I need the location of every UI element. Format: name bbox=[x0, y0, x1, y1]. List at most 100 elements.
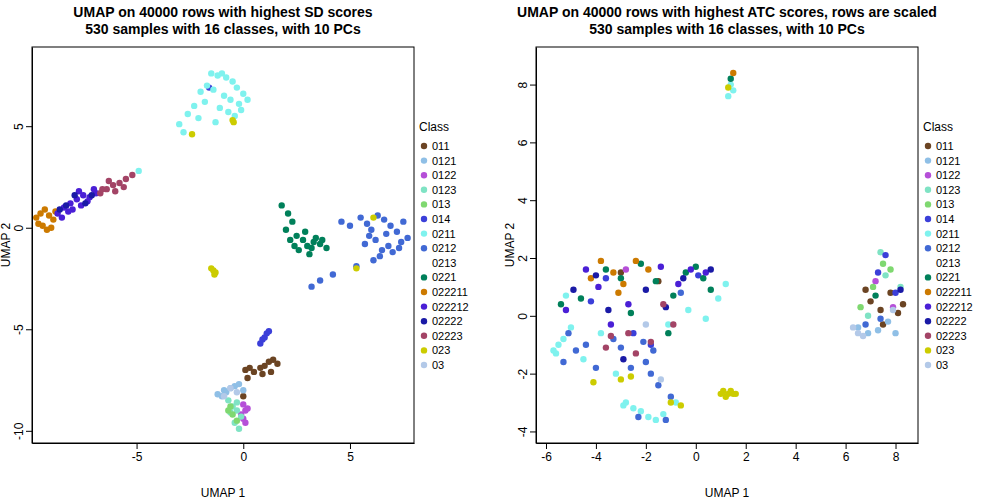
x-tick: -2 bbox=[641, 443, 652, 464]
chart-title: 530 samples with 16 classes, with 10 PCs bbox=[589, 21, 865, 37]
point bbox=[389, 249, 395, 255]
legend: Class01101210122012301301402110212021302… bbox=[419, 120, 469, 371]
point bbox=[289, 218, 295, 224]
y-tick: 4 bbox=[516, 197, 536, 204]
point bbox=[372, 237, 378, 243]
point bbox=[650, 347, 656, 353]
point bbox=[643, 321, 649, 327]
point bbox=[560, 359, 566, 365]
x-tick-label: 0 bbox=[693, 450, 700, 464]
y-tick: -2 bbox=[516, 368, 536, 379]
point bbox=[368, 227, 374, 233]
point bbox=[633, 350, 639, 356]
point bbox=[44, 227, 50, 233]
point bbox=[268, 369, 274, 375]
point bbox=[608, 321, 614, 327]
point bbox=[121, 184, 127, 190]
legend-label: 013 bbox=[936, 198, 954, 210]
plot-frame bbox=[536, 47, 918, 443]
legend-marker bbox=[925, 274, 931, 280]
x-tick-mark bbox=[646, 443, 647, 449]
legend-label: 02223 bbox=[936, 330, 967, 342]
legend-label: 02223 bbox=[432, 330, 463, 342]
legend-label: 014 bbox=[432, 213, 450, 225]
point bbox=[590, 379, 596, 385]
point bbox=[129, 172, 135, 178]
legend-marker bbox=[925, 260, 931, 266]
legend-marker bbox=[421, 143, 427, 149]
point bbox=[560, 336, 566, 342]
chart-title: 530 samples with 16 classes, with 10 PCs bbox=[85, 21, 361, 37]
point bbox=[136, 168, 142, 174]
y-tick-mark bbox=[530, 142, 536, 143]
point bbox=[366, 233, 372, 239]
point bbox=[300, 237, 306, 243]
points bbox=[33, 70, 411, 432]
point bbox=[387, 223, 393, 229]
x-tick-mark bbox=[596, 443, 597, 449]
x-tick-label: 4 bbox=[793, 450, 800, 464]
point bbox=[882, 252, 888, 258]
legend-marker bbox=[421, 260, 427, 266]
point bbox=[208, 265, 214, 271]
point bbox=[353, 265, 359, 271]
legend-label: 03 bbox=[936, 359, 948, 371]
point bbox=[660, 301, 666, 307]
point bbox=[880, 261, 886, 267]
x-tick: -6 bbox=[541, 443, 552, 464]
point bbox=[668, 394, 674, 400]
point bbox=[603, 275, 609, 281]
point bbox=[598, 258, 604, 264]
point bbox=[700, 275, 706, 281]
x-tick-mark bbox=[350, 443, 351, 449]
point bbox=[630, 405, 636, 411]
y-tick-label: 8 bbox=[516, 81, 530, 88]
x-tick-mark bbox=[796, 443, 797, 449]
point bbox=[900, 301, 906, 307]
y-tick-label: 0 bbox=[12, 225, 26, 232]
point bbox=[244, 375, 250, 381]
point bbox=[555, 342, 561, 348]
y-tick-label: -2 bbox=[516, 368, 530, 379]
point bbox=[210, 86, 216, 92]
point bbox=[620, 402, 626, 408]
legend-label: 011 bbox=[936, 140, 954, 152]
point bbox=[635, 414, 641, 420]
point bbox=[176, 121, 182, 127]
chart-title: UMAP on 40000 rows with highest SD score… bbox=[73, 4, 372, 20]
legend-label: 02222 bbox=[936, 315, 967, 327]
point bbox=[191, 103, 197, 109]
figure: UMAP on 40000 rows with highest SD score… bbox=[0, 0, 1008, 504]
point bbox=[882, 272, 888, 278]
point bbox=[872, 278, 878, 284]
point bbox=[63, 202, 69, 208]
point bbox=[643, 359, 649, 365]
point bbox=[625, 301, 631, 307]
point bbox=[578, 295, 584, 301]
point bbox=[99, 186, 105, 192]
legend-label: 0221 bbox=[936, 271, 960, 283]
x-tick: 0 bbox=[240, 443, 247, 464]
point bbox=[65, 208, 71, 214]
point bbox=[404, 235, 410, 241]
x-tick-label: -5 bbox=[132, 450, 143, 464]
point bbox=[291, 243, 297, 249]
point bbox=[217, 105, 223, 111]
point bbox=[892, 330, 898, 336]
point bbox=[394, 229, 400, 235]
point bbox=[867, 298, 873, 304]
point bbox=[89, 192, 95, 198]
legend-marker bbox=[421, 347, 427, 353]
point bbox=[251, 369, 257, 375]
point bbox=[618, 376, 624, 382]
y-tick-mark bbox=[26, 126, 32, 127]
point bbox=[244, 97, 250, 103]
y-tick-mark bbox=[530, 200, 536, 201]
point bbox=[608, 333, 614, 339]
legend-marker bbox=[421, 172, 427, 178]
point bbox=[211, 271, 217, 277]
point bbox=[857, 304, 863, 310]
legend-label: 023 bbox=[936, 344, 954, 356]
y-axis-line bbox=[536, 48, 537, 444]
point bbox=[308, 245, 314, 251]
